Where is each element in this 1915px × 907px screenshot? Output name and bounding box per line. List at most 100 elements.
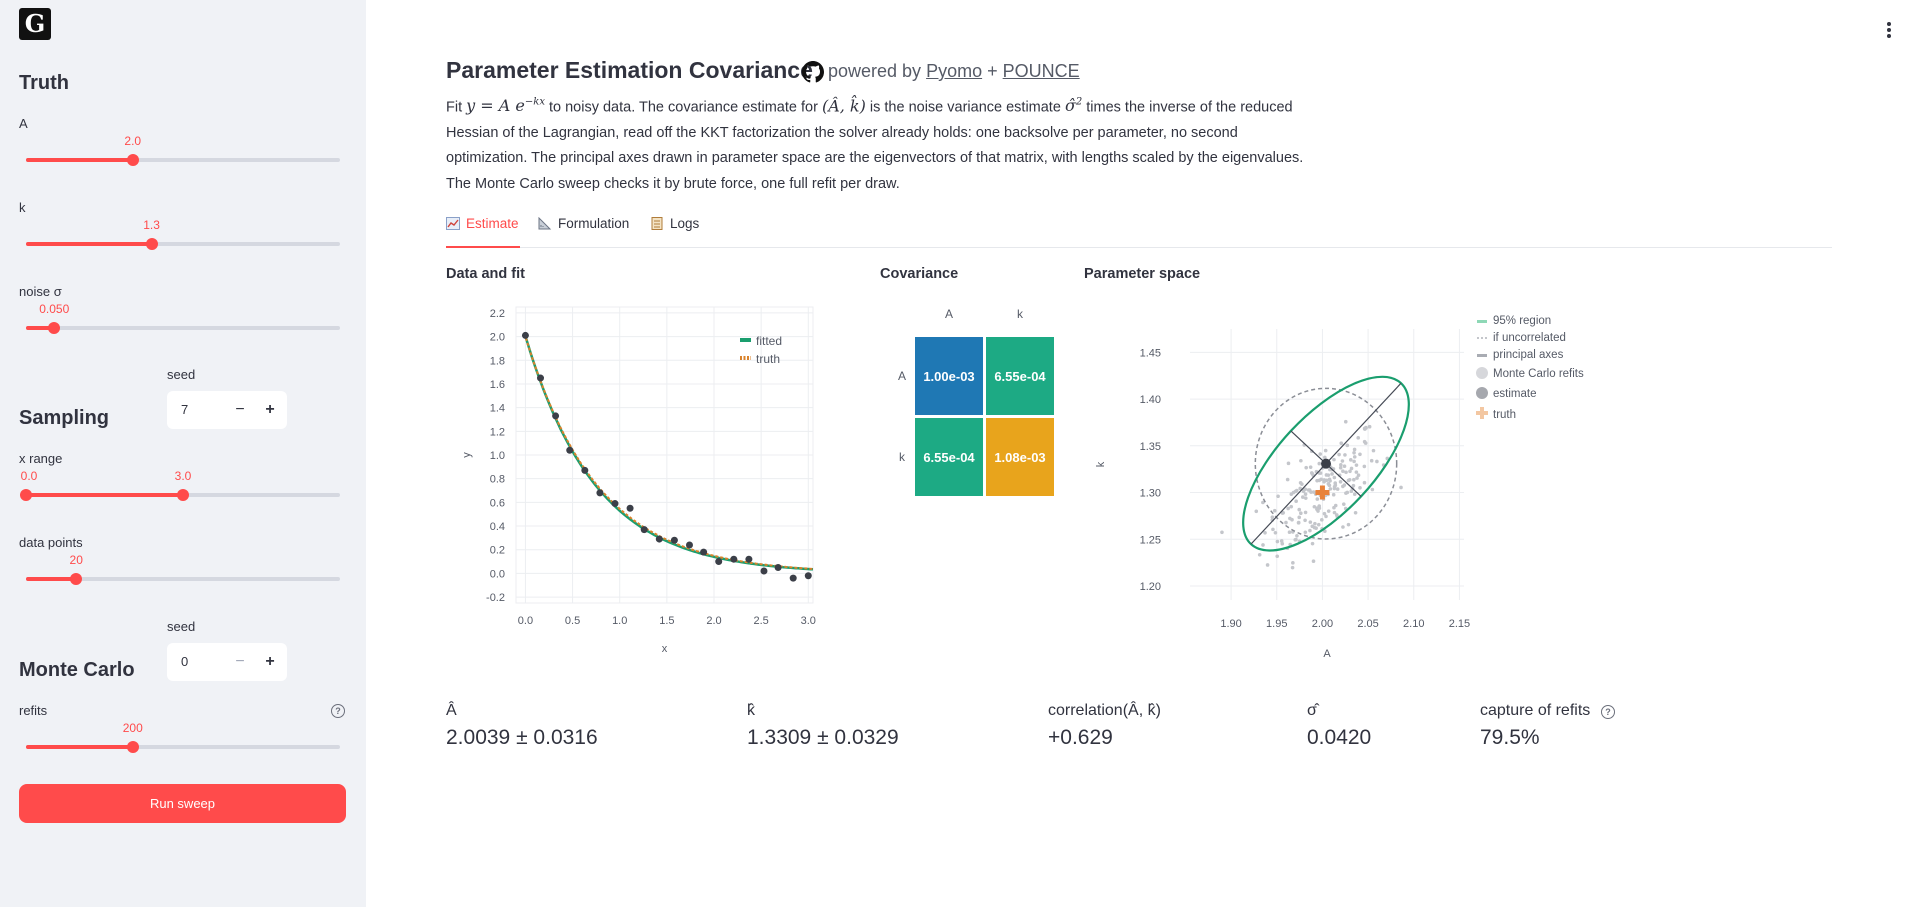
increment-button[interactable]: + bbox=[265, 401, 275, 418]
slider-a[interactable]: 2.0 bbox=[26, 134, 340, 171]
monte-carlo-point bbox=[1314, 526, 1318, 531]
legend-swatch-truth bbox=[1476, 407, 1488, 419]
monte-carlo-point bbox=[1308, 528, 1312, 533]
legend-item: truth bbox=[1493, 409, 1516, 421]
seed-label: seed bbox=[167, 619, 196, 634]
data-point bbox=[626, 504, 634, 512]
slider-refits[interactable]: 200 bbox=[26, 721, 340, 758]
monte-carlo-point bbox=[1303, 492, 1308, 496]
tab-logs[interactable]: Logs bbox=[650, 216, 699, 248]
seed-stepper[interactable]: 7 − + bbox=[167, 391, 287, 429]
monte-carlo-point bbox=[1332, 475, 1337, 480]
monte-carlo-point bbox=[1332, 457, 1336, 462]
description: Fit y = A e−kx to noisy data. The covari… bbox=[446, 90, 1316, 197]
tab-estimate[interactable]: Estimate bbox=[446, 216, 520, 248]
slider-track bbox=[26, 326, 340, 330]
monte-carlo-point bbox=[1317, 461, 1322, 466]
monte-carlo-point bbox=[1316, 522, 1321, 527]
monte-carlo-point bbox=[1304, 465, 1308, 470]
monte-carlo-point bbox=[1263, 531, 1267, 535]
monte-carlo-point bbox=[1297, 515, 1302, 520]
slider-k[interactable]: 1.3 bbox=[26, 218, 340, 255]
chart-icon bbox=[446, 217, 460, 230]
seed-value[interactable]: 7 bbox=[181, 402, 189, 417]
slider-thumb[interactable] bbox=[48, 322, 61, 334]
slider-thumb[interactable] bbox=[70, 573, 83, 585]
slider-thumb[interactable] bbox=[145, 238, 158, 250]
tab-formulation[interactable]: Formulation bbox=[538, 216, 629, 248]
monte-carlo-point bbox=[1313, 521, 1317, 526]
slider-fill bbox=[26, 493, 183, 497]
slider-fill bbox=[26, 326, 55, 330]
monte-carlo-point bbox=[1341, 502, 1346, 506]
monte-carlo-point bbox=[1355, 476, 1359, 480]
heatmap-cell bbox=[915, 337, 983, 415]
montecarlo-heading: Monte Carlo bbox=[19, 659, 135, 681]
monte-carlo-point bbox=[1275, 539, 1280, 544]
metric-label-correlation: correlation(Â, k̂) bbox=[1048, 702, 1161, 719]
column-label: k bbox=[1017, 307, 1024, 321]
metric-value-capture: 79.5% bbox=[1480, 726, 1540, 749]
fit-chart[interactable]: 0.0 0.5 1.0 1.5 2.0 2.5 3.0 -0.2 0.0 0.2 0.4 0.6 0.8… bbox=[446, 295, 826, 675]
monte-carlo-point bbox=[1285, 477, 1290, 482]
monte-carlo-point bbox=[1312, 504, 1317, 509]
y-tick-label: 0.4 bbox=[490, 521, 505, 533]
pyomo-link[interactable]: Pyomo bbox=[926, 61, 983, 81]
slider-xrange[interactable]: 0.0 3.0 bbox=[20, 469, 340, 506]
monte-carlo-point bbox=[1289, 504, 1294, 509]
slider-thumb-high[interactable] bbox=[177, 489, 189, 501]
decrement-button[interactable]: − bbox=[235, 653, 245, 670]
pounce-link[interactable]: POUNCE bbox=[1002, 61, 1080, 81]
y-tick-label: 1.20 bbox=[1140, 581, 1161, 593]
desc-text: Fit bbox=[446, 99, 467, 116]
x-axis-label: A bbox=[1323, 648, 1331, 660]
slider-value: 1.3 bbox=[143, 218, 160, 232]
decrement-button[interactable]: − bbox=[235, 401, 245, 418]
tab-label: Logs bbox=[670, 216, 700, 231]
help-icon[interactable]: ? bbox=[331, 704, 345, 718]
monte-carlo-point bbox=[1344, 491, 1348, 495]
monte-carlo-point bbox=[1326, 482, 1331, 486]
run-sweep-button[interactable]: Run sweep bbox=[19, 784, 346, 823]
monte-carlo-point bbox=[1322, 478, 1327, 482]
monte-carlo-point bbox=[1291, 561, 1295, 565]
row-label: k bbox=[899, 450, 906, 464]
slider-thumb[interactable] bbox=[126, 741, 139, 753]
monte-carlo-point bbox=[1270, 515, 1275, 519]
seed-value[interactable]: 0 bbox=[181, 654, 189, 669]
data-point bbox=[700, 548, 708, 556]
x-tick-label: 2.10 bbox=[1403, 618, 1424, 630]
monte-carlo-point bbox=[1335, 487, 1340, 491]
monte-carlo-point bbox=[1341, 525, 1345, 529]
monte-carlo-point bbox=[1284, 520, 1288, 525]
seed-stepper[interactable]: 0 − + bbox=[167, 643, 287, 681]
monte-carlo-point bbox=[1348, 469, 1352, 474]
monte-carlo-point bbox=[1352, 459, 1356, 464]
monte-carlo-point bbox=[1286, 461, 1291, 466]
monte-carlo-point bbox=[1311, 490, 1316, 494]
slider-thumb[interactable] bbox=[126, 154, 139, 166]
truth-marker bbox=[1315, 485, 1330, 500]
parameter-space-chart[interactable]: 1.90 1.95 2.00 2.05 2.10 2.15 1.20 1.25 1.30 1.35… bbox=[1084, 295, 1604, 675]
github-icon[interactable] bbox=[802, 61, 824, 83]
help-icon[interactable]: ? bbox=[1601, 705, 1615, 719]
slider-track bbox=[26, 242, 340, 246]
slider-track bbox=[26, 158, 340, 162]
slider-thumb-low[interactable] bbox=[20, 489, 32, 501]
legend-swatch-estimate bbox=[1476, 387, 1488, 399]
heatmap-cell bbox=[915, 418, 983, 496]
monte-carlo-point bbox=[1275, 554, 1280, 559]
increment-button[interactable]: + bbox=[265, 653, 275, 670]
monte-carlo-point bbox=[1306, 488, 1311, 492]
slider-points[interactable]: 20 bbox=[26, 553, 340, 590]
data-point bbox=[521, 331, 529, 339]
slider-noise[interactable]: 0.050 bbox=[26, 302, 340, 339]
main-menu-icon[interactable] bbox=[1887, 22, 1891, 40]
notebook-icon bbox=[651, 217, 663, 230]
monte-carlo-point bbox=[1308, 465, 1313, 469]
x-tick-label: 1.5 bbox=[659, 615, 674, 627]
monte-carlo-point bbox=[1324, 514, 1328, 519]
y-tick-label: 2.0 bbox=[490, 332, 505, 344]
monte-carlo-point bbox=[1346, 522, 1351, 527]
